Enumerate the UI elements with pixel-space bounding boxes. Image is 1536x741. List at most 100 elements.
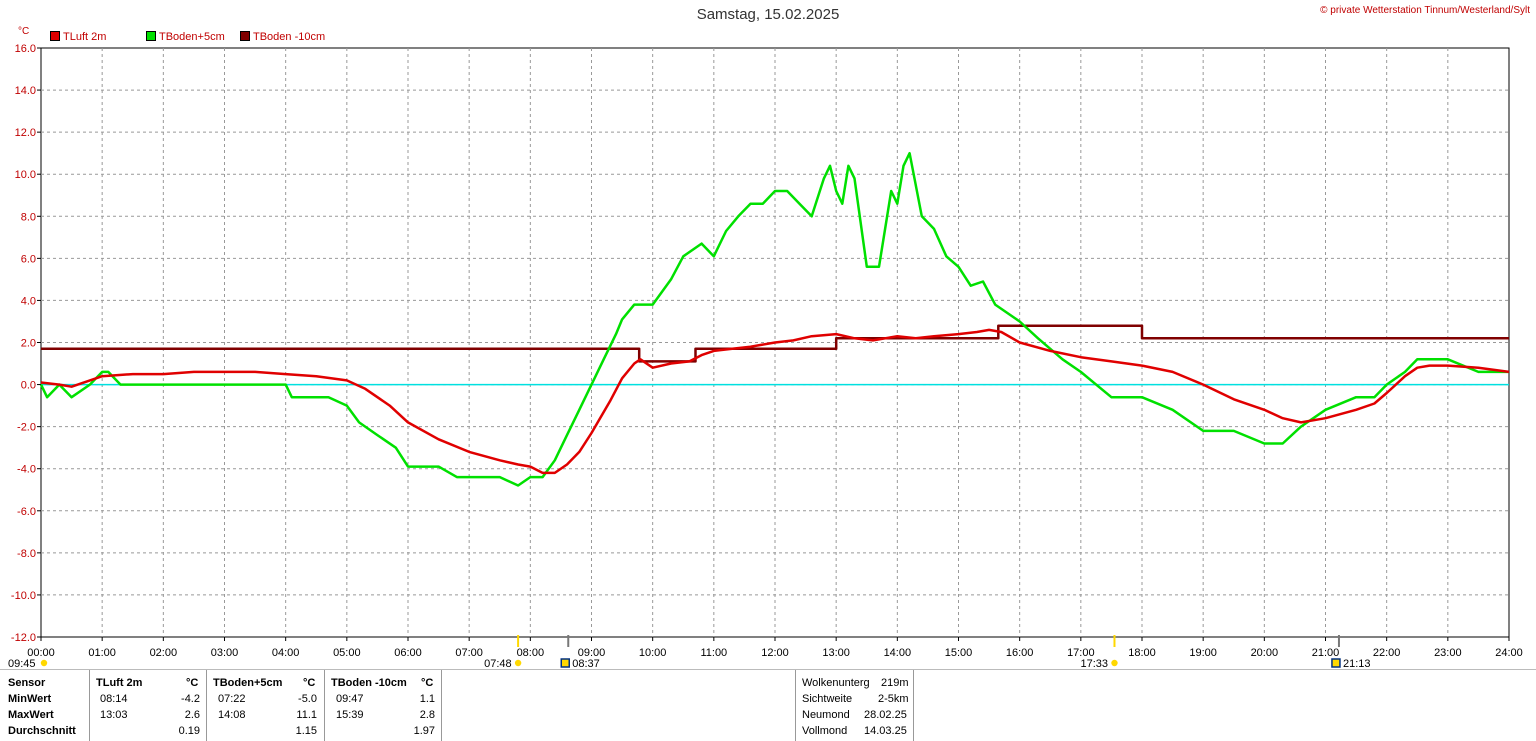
sun-icon bbox=[514, 659, 522, 667]
info-visibility-label: Sichtweite bbox=[802, 693, 853, 705]
x-tick-label: 13:00 bbox=[822, 647, 850, 659]
stats-row-avg-label: Durchschnitt bbox=[8, 725, 76, 737]
time-marker-label: 09:45 bbox=[8, 658, 36, 670]
y-tick-label: 0.0 bbox=[21, 380, 36, 392]
y-tick-label: 10.0 bbox=[15, 169, 36, 181]
stats-table: Sensor TLuft 2m °C TBoden+5cm °C TBoden … bbox=[0, 670, 450, 741]
weather-info-table: Wolkenunterg 219m Sichtweite 2-5km Neumo… bbox=[795, 670, 920, 741]
legend-label-tboden10: TBoden -10cm bbox=[253, 31, 326, 43]
legend-swatch-tluft bbox=[50, 31, 60, 41]
stats-max-tboden10-value: 2.8 bbox=[419, 709, 435, 721]
time-marker-label: 08:37 bbox=[572, 658, 600, 670]
y-axis-unit: °C bbox=[18, 26, 30, 37]
info-fullmoon-label: Vollmond bbox=[802, 725, 848, 737]
y-tick-label: 12.0 bbox=[15, 127, 36, 139]
info-divider-right bbox=[913, 670, 914, 741]
x-tick-label: 06:00 bbox=[394, 647, 422, 659]
x-tick-label: 11:00 bbox=[700, 647, 727, 659]
time-marker-label: 07:48 bbox=[484, 658, 512, 670]
y-tick-label: 16.0 bbox=[15, 43, 36, 55]
station-credit: © private Wetterstation Tinnum/Westerlan… bbox=[1320, 5, 1530, 16]
y-tick-label: -2.0 bbox=[17, 422, 36, 434]
stats-min-tluft-time: 08:14 bbox=[100, 693, 128, 705]
x-tick-label: 17:00 bbox=[1067, 647, 1095, 659]
x-tick-label: 20:00 bbox=[1251, 647, 1279, 659]
legend-item-tluft: TLuft 2m bbox=[50, 31, 106, 43]
stats-min-tboden5-value: -5.0 bbox=[298, 693, 317, 705]
y-tick-label: -4.0 bbox=[17, 464, 36, 476]
x-tick-label: 19:00 bbox=[1189, 647, 1217, 659]
stats-header-tboden5: TBoden+5cm bbox=[213, 677, 283, 689]
x-tick-label: 10:00 bbox=[639, 647, 667, 659]
stats-row-max-label: MaxWert bbox=[8, 709, 54, 721]
sun-icon bbox=[1111, 659, 1118, 667]
y-tick-label: -8.0 bbox=[17, 548, 36, 560]
stats-max-tboden5-value: 11.1 bbox=[296, 709, 317, 721]
stats-avg-tluft-value: 0.19 bbox=[178, 725, 200, 737]
stats-divider-1 bbox=[89, 670, 90, 741]
legend-swatch-tboden5 bbox=[146, 31, 156, 41]
x-tick-label: 21:00 bbox=[1312, 647, 1340, 659]
stats-max-tboden5-time: 14:08 bbox=[218, 709, 246, 721]
stats-max-tluft-time: 13:03 bbox=[100, 709, 128, 721]
y-tick-label: 14.0 bbox=[15, 85, 36, 97]
stats-divider-3 bbox=[324, 670, 325, 741]
info-divider-left bbox=[795, 670, 796, 741]
y-tick-label: 4.0 bbox=[21, 295, 36, 307]
info-cloudbase-value: 219m bbox=[881, 677, 909, 689]
moon-icon bbox=[560, 658, 571, 668]
stats-min-tboden5-time: 07:22 bbox=[218, 693, 246, 705]
y-tick-label: -12.0 bbox=[11, 632, 36, 644]
info-visibility-value: 2-5km bbox=[878, 693, 909, 705]
legend-label-tluft: TLuft 2m bbox=[63, 31, 107, 43]
temperature-chart: 16.0 14.0 12.0 10.0 8.0 6.0 4.0 2.0 0.0 -2.0 -4.0 -… bbox=[0, 43, 1536, 670]
time-marker-label: 17:33 bbox=[1080, 658, 1108, 670]
stats-min-tluft-value: -4.2 bbox=[181, 693, 200, 705]
stats-header-sensor: Sensor bbox=[8, 677, 46, 689]
stats-avg-tboden10-value: 1.97 bbox=[413, 725, 435, 737]
x-tick-label: 08:00 bbox=[517, 647, 545, 659]
y-tick-label: -10.0 bbox=[11, 590, 36, 602]
x-tick-label: 01:00 bbox=[88, 647, 116, 659]
x-tick-label: 24:00 bbox=[1495, 647, 1523, 659]
legend-item-tboden5: TBoden+5cm bbox=[146, 31, 225, 43]
info-newmoon-value: 28.02.25 bbox=[864, 709, 907, 721]
y-tick-label: 6.0 bbox=[21, 253, 36, 265]
moon-icon bbox=[1331, 658, 1341, 668]
stats-header-tboden10: TBoden -10cm bbox=[331, 677, 407, 689]
x-tick-label: 00:00 bbox=[27, 647, 55, 659]
x-tick-label: 04:00 bbox=[272, 647, 300, 659]
legend-item-tboden10: TBoden -10cm bbox=[240, 31, 325, 43]
series-line-tboden-5cm bbox=[39, 151, 1509, 487]
stats-header-unit2: °C bbox=[303, 677, 316, 689]
stats-header-tluft: TLuft 2m bbox=[96, 677, 143, 689]
x-tick-label: 18:00 bbox=[1128, 647, 1156, 659]
chart-title: Samstag, 15.02.2025 bbox=[696, 6, 840, 23]
legend-label-tboden5: TBoden+5cm bbox=[159, 31, 225, 43]
x-tick-label: 22:00 bbox=[1373, 647, 1401, 659]
x-tick-label: 02:00 bbox=[150, 647, 178, 659]
stats-divider-2 bbox=[206, 670, 207, 741]
y-tick-label: -6.0 bbox=[17, 506, 36, 518]
y-tick-label: 2.0 bbox=[21, 338, 36, 350]
x-tick-label: 16:00 bbox=[1006, 647, 1034, 659]
sun-icon bbox=[40, 659, 48, 667]
info-newmoon-label: Neumond bbox=[802, 709, 850, 721]
info-cloudbase-label: Wolkenunterg bbox=[802, 677, 870, 689]
legend-swatch-tboden10 bbox=[240, 31, 250, 41]
x-tick-label: 05:00 bbox=[333, 647, 361, 659]
x-tick-label: 12:00 bbox=[761, 647, 789, 659]
info-fullmoon-value: 14.03.25 bbox=[864, 725, 907, 737]
stats-avg-tboden5-value: 1.15 bbox=[295, 725, 317, 737]
stats-header-unit1: °C bbox=[186, 677, 199, 689]
x-tick-label: 14:00 bbox=[884, 647, 912, 659]
stats-row-min-label: MinWert bbox=[8, 693, 52, 705]
x-tick-label: 15:00 bbox=[945, 647, 973, 659]
series-line-tluft-2m bbox=[40, 328, 1510, 475]
stats-min-tboden10-value: 1.1 bbox=[419, 693, 435, 705]
y-tick-label: 8.0 bbox=[21, 211, 36, 223]
stats-max-tluft-value: 2.6 bbox=[184, 709, 200, 721]
x-tick-label: 03:00 bbox=[211, 647, 239, 659]
x-tick-label: 09:00 bbox=[578, 647, 606, 659]
stats-divider-4 bbox=[441, 670, 442, 741]
